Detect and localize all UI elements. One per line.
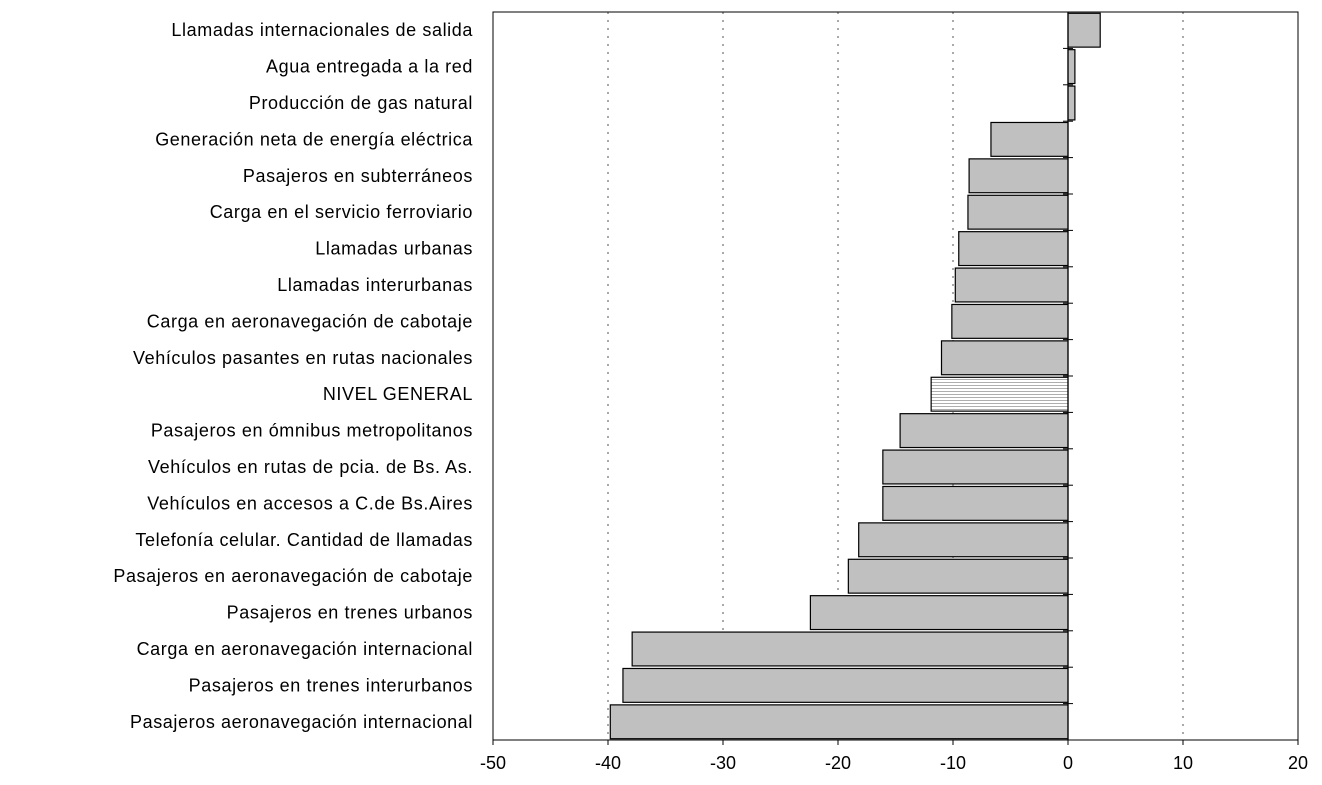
category-label: Vehículos en rutas de pcia. de Bs. As. bbox=[148, 457, 473, 477]
axes bbox=[492, 11, 1299, 745]
x-tick-label: -40 bbox=[595, 753, 621, 773]
category-labels: Llamadas internacionales de salida Agua e… bbox=[113, 20, 473, 732]
bar bbox=[967, 194, 1069, 230]
bar-highlight bbox=[930, 376, 1069, 412]
tick-labels: -50 -40 -30 -20 -10 0 10 20 bbox=[480, 753, 1308, 773]
x-tick-label: 10 bbox=[1173, 753, 1193, 773]
x-tick-label: -20 bbox=[825, 753, 851, 773]
category-label: Generación neta de energía eléctrica bbox=[155, 129, 473, 149]
grid-lines bbox=[607, 12, 1184, 740]
bar bbox=[940, 340, 1069, 376]
category-label: Pasajeros aeronavegación internacional bbox=[130, 712, 473, 732]
category-label: NIVEL GENERAL bbox=[323, 384, 473, 404]
category-label: Pasajeros en ómnibus metropolitanos bbox=[151, 421, 473, 441]
bar bbox=[1067, 85, 1076, 121]
category-label: Carga en el servicio ferroviario bbox=[210, 202, 473, 222]
bar bbox=[882, 485, 1069, 521]
bar bbox=[882, 449, 1069, 485]
category-label: Vehículos pasantes en rutas nacionales bbox=[133, 348, 473, 368]
category-label: Carga en aeronavegación internacional bbox=[137, 639, 473, 659]
x-tick-label: -30 bbox=[710, 753, 736, 773]
category-label: Llamadas interurbanas bbox=[277, 275, 473, 295]
x-tick-label: 20 bbox=[1288, 753, 1308, 773]
category-label: Llamadas internacionales de salida bbox=[171, 20, 473, 40]
category-label: Pasajeros en subterráneos bbox=[243, 166, 473, 186]
category-label: Carga en aeronavegación de cabotaje bbox=[147, 311, 473, 331]
bar bbox=[809, 595, 1069, 631]
bar bbox=[954, 267, 1069, 303]
bar bbox=[847, 558, 1069, 594]
bars bbox=[609, 12, 1101, 740]
category-label: Telefonía celular. Cantidad de llamadas bbox=[135, 530, 473, 550]
bar bbox=[990, 121, 1069, 157]
category-label: Agua entregada a la red bbox=[266, 57, 473, 77]
category-label: Llamadas urbanas bbox=[315, 239, 473, 259]
bar bbox=[968, 158, 1069, 194]
x-tick-label: -50 bbox=[480, 753, 506, 773]
bar bbox=[899, 413, 1069, 449]
category-label: Producción de gas natural bbox=[249, 93, 473, 113]
category-label: Vehículos en accesos a C.de Bs.Aires bbox=[147, 493, 473, 513]
bar bbox=[631, 631, 1069, 667]
category-label: Pasajeros en aeronavegación de cabotaje bbox=[113, 566, 473, 586]
bar bbox=[1067, 49, 1076, 85]
bar bbox=[858, 522, 1069, 558]
bar bbox=[1067, 12, 1101, 48]
x-tick-label: -10 bbox=[940, 753, 966, 773]
bar bbox=[609, 704, 1069, 740]
bar bbox=[951, 303, 1069, 339]
bar bbox=[622, 667, 1069, 703]
x-tick-label: 0 bbox=[1063, 753, 1073, 773]
plot-frame bbox=[492, 11, 1299, 741]
bar bbox=[958, 231, 1069, 267]
category-label: Pasajeros en trenes interurbanos bbox=[189, 675, 473, 695]
category-label: Pasajeros en trenes urbanos bbox=[227, 603, 473, 623]
